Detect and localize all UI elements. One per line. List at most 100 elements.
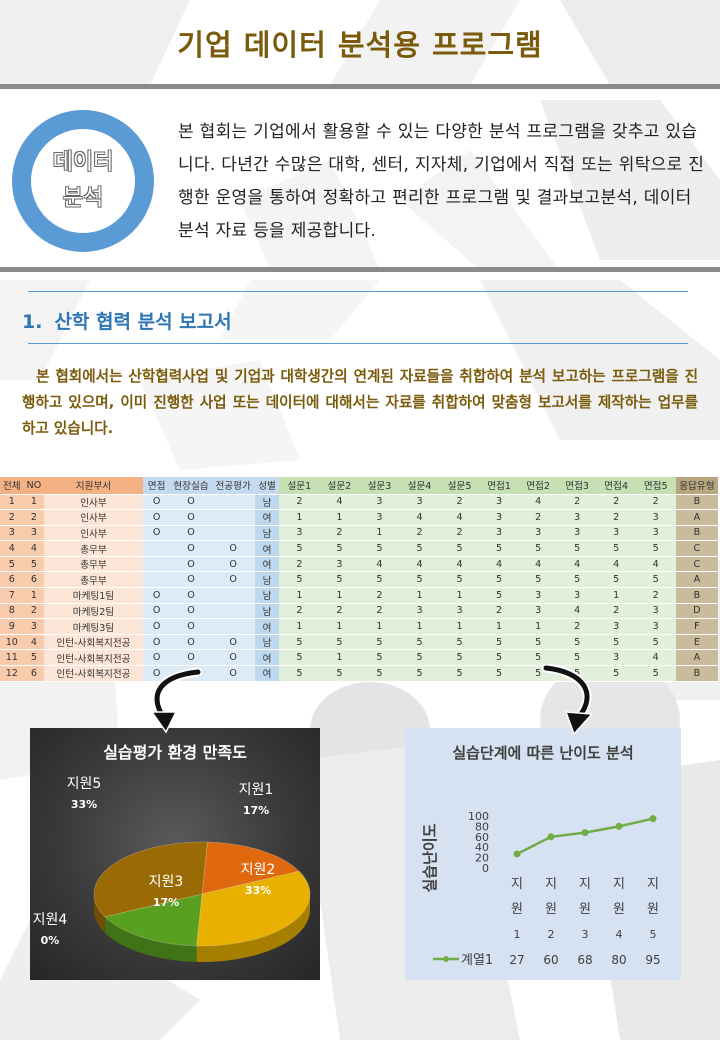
table-cell: 5 bbox=[399, 649, 440, 667]
table-cell: 6 bbox=[23, 571, 45, 589]
table-header-cell: 전체 bbox=[0, 477, 24, 495]
table-cell: O bbox=[170, 556, 212, 573]
table-cell: 1 bbox=[0, 494, 24, 511]
table-cell: 2 bbox=[479, 603, 519, 620]
y-tick-label: 20 bbox=[475, 852, 489, 865]
pie-percent-label: 17% bbox=[243, 804, 269, 817]
table-cell: 마케팅2팀 bbox=[44, 603, 143, 620]
table-cell: 5 bbox=[635, 665, 676, 682]
table-cell: 5 bbox=[0, 556, 24, 573]
table-cell bbox=[211, 494, 255, 511]
table-cell: F bbox=[675, 618, 718, 635]
table-cell: 총무부 bbox=[44, 571, 143, 589]
table-cell: 5 bbox=[635, 540, 676, 557]
table-cell: 5 bbox=[479, 587, 519, 604]
pie-slice bbox=[104, 893, 203, 947]
table-cell: O bbox=[142, 587, 171, 604]
table-header-cell: 응답유형 bbox=[675, 477, 718, 495]
table-cell: O bbox=[170, 525, 212, 542]
data-value-label: 27 bbox=[509, 953, 524, 967]
table-cell: 10 bbox=[0, 634, 24, 651]
pie-percent-label: 17% bbox=[153, 896, 179, 909]
table-cell: E bbox=[675, 634, 718, 651]
table-cell: 3 bbox=[635, 618, 676, 635]
table-cell: 3 bbox=[23, 618, 45, 635]
table-cell: 5 bbox=[279, 571, 320, 589]
table-cell bbox=[211, 587, 255, 604]
table-cell: 2 bbox=[359, 603, 400, 620]
table-cell: 5 bbox=[359, 634, 400, 651]
table-cell: 2 bbox=[23, 509, 45, 526]
table-header-cell: 설문5 bbox=[439, 477, 480, 495]
data-point bbox=[547, 833, 555, 841]
table-cell bbox=[211, 525, 255, 542]
table-header-cell: 설문1 bbox=[279, 477, 320, 495]
table-cell: 2 bbox=[439, 494, 480, 511]
table-cell: 3 bbox=[635, 525, 676, 542]
table-cell: 4 bbox=[23, 634, 45, 651]
table-cell: 여 bbox=[254, 540, 280, 557]
page-title: 기업 데이터 분석용 프로그램 bbox=[177, 28, 543, 62]
table-cell: 총무부 bbox=[44, 556, 143, 573]
table-cell: 인턴-사회복지전공 bbox=[44, 665, 143, 682]
table-cell: D bbox=[675, 603, 718, 620]
table-cell: 2 bbox=[399, 525, 440, 542]
pie-slice-side bbox=[94, 894, 105, 933]
table-cell: 마케팅1팀 bbox=[44, 587, 143, 604]
table-cell: 총무부 bbox=[44, 540, 143, 557]
table-cell: O bbox=[142, 618, 171, 635]
pie-slice bbox=[201, 841, 300, 895]
curved-arrow-right-icon bbox=[541, 664, 594, 736]
table-cell: 5 bbox=[518, 571, 558, 589]
table-body: 1 1 인사부 O O 남 2 4 3 3 2 3 4 2 2 2 B 2 2 인사부 O O 여 1 1 3 4 4 3 2 3 2 3 A 3 3… bbox=[0, 494, 718, 682]
table-cell: 8 bbox=[0, 603, 24, 620]
satisfaction-pie-chart: 실습평가 환경 만족도 지원1 17% 지원2 33% 지원3 17% 지원4 0% 지원5 33… bbox=[30, 728, 320, 980]
table-cell: 5 bbox=[557, 571, 597, 589]
table-cell: O bbox=[211, 649, 255, 667]
table-row: 12 6 인턴-사회복지전공 O O O 여 5 5 5 5 5 5 5 5 5 5 B bbox=[0, 665, 718, 682]
table-cell: 5 bbox=[439, 540, 480, 557]
y-tick-label: 0 bbox=[482, 862, 489, 875]
y-tick-label: 80 bbox=[475, 820, 489, 833]
table-cell: 1 bbox=[279, 509, 320, 526]
table-cell: 1 bbox=[439, 618, 480, 635]
table-cell: 5 bbox=[359, 665, 400, 682]
curved-arrow-left-icon bbox=[150, 668, 203, 734]
table-cell: 2 bbox=[319, 525, 360, 542]
table-cell: 3 bbox=[518, 525, 558, 542]
pie-slice-side bbox=[196, 894, 310, 962]
table-cell: 5 bbox=[596, 634, 636, 651]
table-cell: 1 bbox=[319, 587, 360, 604]
table-cell: 남 bbox=[254, 634, 280, 651]
table-cell: 1 bbox=[319, 509, 360, 526]
table-cell: 1 bbox=[518, 618, 558, 635]
table-cell: O bbox=[170, 509, 212, 526]
table-cell: 5 bbox=[319, 634, 360, 651]
table-header-cell: 현장실습 bbox=[170, 477, 212, 495]
pie-percent-label: 0% bbox=[41, 934, 60, 947]
table-cell: 5 bbox=[557, 634, 597, 651]
table-cell: 3 bbox=[635, 603, 676, 620]
table-cell: 5 bbox=[319, 571, 360, 589]
table-cell: 3 bbox=[557, 509, 597, 526]
table-cell: 5 bbox=[479, 665, 519, 682]
table-cell: 1 bbox=[359, 525, 400, 542]
section-title: 산학 협력 분석 보고서 bbox=[54, 311, 232, 333]
pie-percent-label: 33% bbox=[71, 798, 97, 811]
table-cell: O bbox=[142, 649, 171, 667]
table-row: 4 4 총무부 O O 여 5 5 5 5 5 5 5 5 5 5 C bbox=[0, 540, 718, 557]
table-cell: 마케팅3팀 bbox=[44, 618, 143, 635]
table-cell: C bbox=[675, 540, 718, 557]
table-cell: 3 bbox=[596, 525, 636, 542]
pie-category-label: 지원5 bbox=[67, 776, 102, 792]
table-cell: 5 bbox=[439, 634, 480, 651]
pie-category-label: 지원1 bbox=[239, 782, 274, 798]
table-cell: O bbox=[211, 634, 255, 651]
table-header-row: 전체 NO 지원부서 면접 현장실습 전공평가 성별 설문1 설문2 설문3 설문4 설문5 면접1 면접… bbox=[0, 477, 718, 495]
table-cell: 여 bbox=[254, 509, 280, 526]
table-cell: 5 bbox=[279, 634, 320, 651]
table-cell: 1 bbox=[23, 587, 45, 604]
table-cell bbox=[211, 618, 255, 635]
